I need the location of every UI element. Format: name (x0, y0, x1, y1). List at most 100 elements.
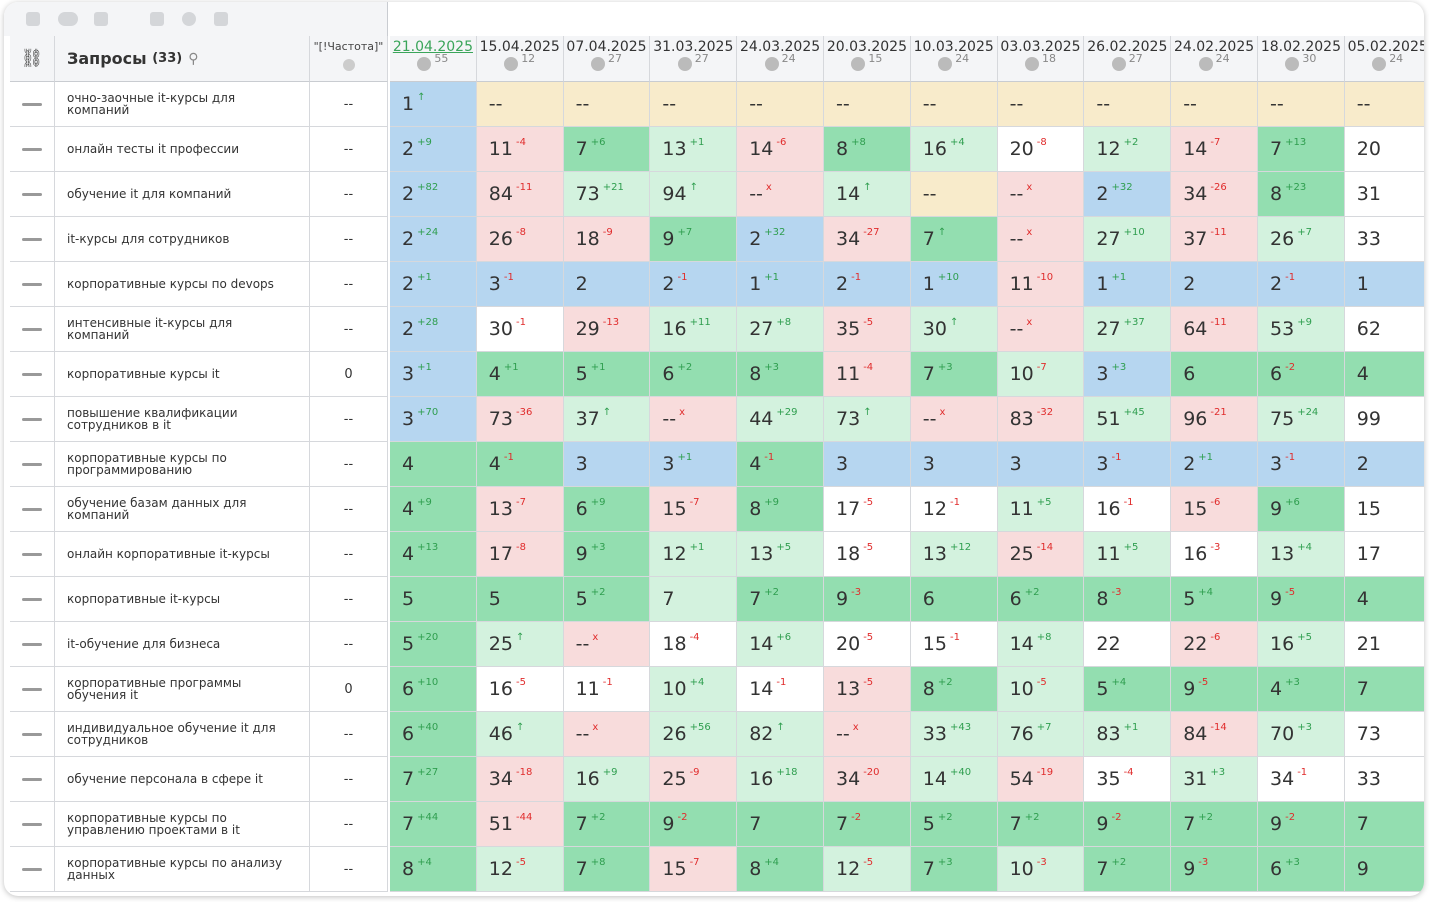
position-cell: 2 (563, 262, 651, 307)
position-delta: +40 (417, 721, 439, 733)
date-header[interactable]: 26.02.2025 27 (1084, 36, 1172, 82)
position-value: 51 (488, 813, 513, 835)
date-header[interactable]: 15.04.2025 12 (476, 36, 564, 82)
position-value: 9 (1270, 813, 1283, 835)
date-header[interactable]: 31.03.2025 27 (650, 36, 738, 82)
position-value: 8 (1270, 183, 1283, 205)
position-delta: +4 (1297, 541, 1312, 553)
position-value: -- (488, 93, 503, 115)
position-value: 12 (1096, 138, 1121, 160)
position-value: 6 (1270, 363, 1283, 385)
position-delta: +5 (1036, 496, 1052, 508)
dash-icon (22, 463, 42, 466)
date-header[interactable]: 03.03.2025 18 (997, 36, 1085, 82)
contrast-icon[interactable] (182, 12, 196, 26)
position-cell: 2 (1171, 262, 1258, 307)
position-value: 7 (1096, 858, 1109, 880)
position-delta: +2 (1123, 136, 1139, 148)
calc-icon[interactable] (150, 12, 164, 26)
position-value: -- (1270, 93, 1284, 115)
query-text: корпоративные программы обучения it (55, 667, 310, 712)
position-value: 5 (1096, 678, 1109, 700)
freq-header[interactable]: "[!Частота]" (310, 36, 388, 82)
position-delta: +3 (937, 361, 953, 373)
position-value: 27 (1096, 318, 1121, 340)
date-count: 30 (1302, 52, 1317, 65)
position-cell: 16 +11 (650, 307, 738, 352)
position-value: 3 (836, 453, 849, 475)
position-value: 3 (662, 453, 675, 475)
position-delta: +28 (417, 316, 439, 328)
position-delta: +4 (1111, 676, 1127, 688)
position-delta: +32 (764, 226, 786, 238)
position-cell: 12 -1 (910, 487, 998, 532)
position-value: 37 (1183, 228, 1208, 250)
position-cell: 29 -13 (563, 307, 651, 352)
position-value: 1 (402, 93, 415, 115)
position-delta: -8 (515, 541, 526, 553)
position-delta: -4 (689, 631, 700, 643)
query-header[interactable]: Запросы (33) ⚲ (55, 36, 310, 82)
position-value: 1 (1096, 273, 1109, 295)
position-delta: +1 (1123, 721, 1139, 733)
position-cell: 6 (1171, 352, 1258, 397)
date-header[interactable]: 05.02.2025 24 (1344, 36, 1424, 82)
position-delta: -5 (863, 856, 874, 868)
position-delta: +82 (417, 181, 439, 193)
date-header[interactable]: 10.03.2025 24 (910, 36, 998, 82)
position-cell: -- (1258, 82, 1345, 127)
position-cell: 7 (737, 802, 824, 847)
position-value: 25 (488, 633, 513, 655)
position-delta: -11 (1210, 226, 1227, 238)
position-value: 2 (1183, 453, 1196, 475)
position-cell: 2 +1 (1171, 442, 1258, 487)
position-value: 15 (922, 633, 947, 655)
position-value: 26 (488, 228, 513, 250)
position-cell: 4 +9 (390, 487, 477, 532)
freq-value: -- (310, 262, 388, 307)
position-cell: 62 (1344, 307, 1424, 352)
position-cell: 2 +9 (390, 127, 477, 172)
date-header[interactable]: 07.04.2025 27 (563, 36, 651, 82)
query-text: it-курсы для сотрудников (55, 217, 310, 262)
position-cell: -- (910, 82, 998, 127)
position-cell: 22 (1084, 622, 1172, 667)
position-delta: -5 (863, 496, 874, 508)
date-count: 24 (781, 52, 796, 65)
percent-icon (677, 57, 692, 71)
date-header[interactable]: 18.02.2025 30 (1258, 36, 1345, 82)
date-header[interactable]: 24.02.2025 24 (1171, 36, 1258, 82)
position-cell: 8 +2 (910, 667, 998, 712)
position-value: 12 (662, 543, 687, 565)
date-header[interactable]: 20.03.2025 15 (824, 36, 911, 82)
query-text: онлайн корпоративные it-курсы (55, 532, 310, 577)
link-icon[interactable] (94, 12, 108, 26)
position-cell: 2 +1 (390, 262, 477, 307)
text-icon[interactable] (214, 12, 228, 26)
position-cell: 4 -1 (737, 442, 824, 487)
position-cell: 9 (1344, 847, 1424, 892)
freq-value: 0 (310, 667, 388, 712)
position-cell: 2 (1344, 442, 1424, 487)
position-cell: 3 +3 (1084, 352, 1172, 397)
position-cell: 7 +8 (563, 847, 651, 892)
position-value: 34 (1183, 183, 1208, 205)
position-cell: 8 +4 (737, 847, 824, 892)
date-header[interactable]: 21.04.2025 55 (390, 36, 477, 82)
position-delta: +24 (1297, 406, 1319, 418)
position-delta: +1 (677, 451, 693, 463)
date-header[interactable]: 24.03.2025 24 (737, 36, 824, 82)
freq-value: -- (310, 802, 388, 847)
position-value: 2 (402, 273, 415, 295)
position-delta: -1 (1297, 766, 1308, 778)
toggle-icon[interactable] (58, 12, 78, 26)
position-value: 16 (662, 318, 687, 340)
link-column-header[interactable]: ⛓ (10, 36, 55, 82)
position-value: 51 (1096, 408, 1121, 430)
position-delta: +29 (776, 406, 798, 418)
position-cell: -- (476, 82, 564, 127)
sort-icon[interactable] (26, 12, 40, 26)
position-delta: x (1026, 316, 1033, 328)
position-value: 4 (1356, 588, 1369, 610)
position-value: 20 (1356, 138, 1381, 160)
